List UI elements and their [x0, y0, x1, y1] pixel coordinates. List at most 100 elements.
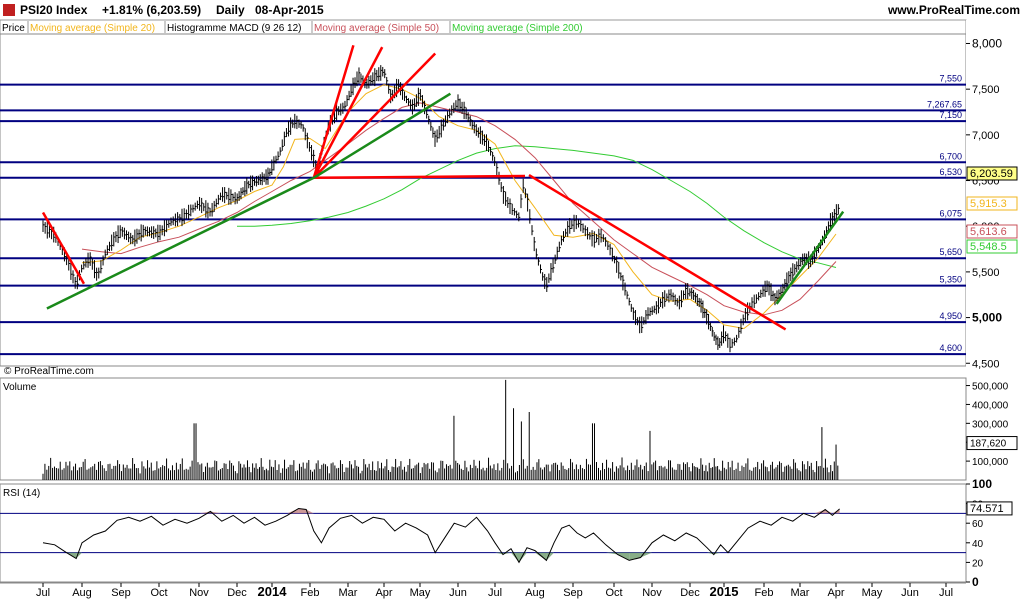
rsi-last-label: 74.571	[970, 503, 1004, 515]
x-tick-label-15: Oct	[605, 587, 622, 599]
x-tick-label-10: May	[410, 587, 431, 599]
value-marker-label-ma20: 5,915.3	[970, 198, 1007, 210]
price-panel: 8,0007,5007,0006,5006,0005,5005,0004,500…	[0, 20, 1024, 600]
rsi-line	[42, 507, 840, 564]
rsi-oversold-fill	[546, 552, 554, 561]
price-tick-label-5: 5,500	[972, 267, 1000, 279]
price-tick-label-1: 7,500	[972, 84, 1000, 96]
rsi-oversold-fill	[629, 552, 641, 561]
volume-tick-label-2: 300,000	[972, 419, 1009, 430]
rsi-overbought-fill	[287, 508, 299, 514]
indicator-legend: Price Moving average (Simple 20) Histogram…	[0, 19, 967, 35]
red-trend-line-2	[312, 46, 384, 179]
website-label[interactable]: www.ProRealTime.com	[887, 3, 1020, 17]
level-label-8: 4,950	[939, 311, 962, 321]
level-label-5: 6,075	[939, 208, 962, 218]
x-tick-label-12: Jul	[488, 587, 502, 599]
rsi-overbought-fill	[210, 511, 222, 514]
x-tick-label-7: Feb	[301, 587, 320, 599]
x-axis: Jul Aug Sep Oct Nov Dec 2014 Feb Mar Apr May Jun Jul…	[0, 582, 966, 599]
price-tick-label-0: 8,000	[972, 36, 1002, 50]
trend-lines	[41, 44, 845, 331]
logo-icon	[3, 4, 15, 16]
level-label-2: 7,150	[939, 110, 962, 120]
volume-frame	[0, 377, 967, 481]
legend-item-0: Price	[2, 23, 25, 34]
price-frame	[0, 33, 967, 367]
x-tick-label-14: Sep	[563, 587, 583, 599]
level-label-4: 6,530	[939, 167, 962, 177]
green-trend-line-2	[775, 210, 845, 305]
rsi-oversold-fill	[713, 552, 721, 555]
rsi-tick-label-3: 40	[972, 539, 984, 550]
x-tick-label-3: Oct	[150, 587, 167, 599]
value-marker-label-price: 6,203.59	[970, 168, 1013, 180]
x-tick-label-21: Apr	[827, 587, 844, 599]
price-change: +1.81% (6,203.59)	[102, 3, 201, 17]
x-tick-label-16: Nov	[642, 587, 662, 599]
x-tick-label-5: Dec	[227, 587, 247, 599]
rsi-tick-label-0: 100	[972, 477, 992, 491]
header-bar: PSI20 Index +1.81% (6,203.59) Daily 08-A…	[0, 0, 1024, 20]
x-tick-label-9: Apr	[375, 587, 392, 599]
value-marker-label-ma200: 5,548.5	[970, 241, 1007, 253]
x-tick-label-6: 2014	[258, 584, 288, 599]
x-tick-label-4: Nov	[189, 587, 209, 599]
level-label-1: 7,267.65	[927, 99, 962, 109]
volume-tick-label-0: 500,000	[972, 382, 1009, 393]
x-tick-label-17: Dec	[680, 587, 700, 599]
legend-item-3: Moving average (Simple 50)	[314, 23, 439, 34]
level-label-7: 5,350	[939, 275, 962, 285]
rsi-oversold-fill	[495, 552, 503, 555]
rsi-tick-label-5: 0	[972, 575, 979, 589]
period-label: Daily	[216, 3, 245, 17]
red-trend-line-1	[312, 44, 355, 179]
x-tick-label-20: Mar	[791, 587, 810, 599]
instrument-title: PSI20 Index	[20, 3, 88, 17]
legend-item-1: Moving average (Simple 20)	[30, 23, 155, 34]
ma200-line	[237, 145, 837, 268]
x-tick-label-11: Jun	[449, 587, 467, 599]
level-label-3: 6,700	[939, 151, 962, 161]
volume-last-marker	[966, 436, 1018, 451]
legend-item-2: Histogramme MACD (9 26 12)	[167, 23, 301, 34]
red-trend-line-0	[41, 211, 86, 285]
value-marker-price	[966, 166, 1018, 181]
rsi-oversold-fill	[519, 552, 527, 563]
x-tick-label-1: Aug	[72, 587, 92, 599]
level-label-0: 7,550	[939, 74, 962, 84]
value-marker-label-ma50: 5,613.6	[970, 226, 1007, 238]
rsi-tick-label-4: 20	[972, 558, 984, 569]
date-label: 08-Apr-2015	[255, 3, 324, 17]
x-tick-label-0: Jul	[36, 587, 50, 599]
rsi-title: RSI (14)	[3, 488, 40, 499]
x-tick-label-22: May	[862, 587, 883, 599]
rsi-oversold-fill	[605, 552, 618, 555]
price-tick-label-6: 5,000	[972, 311, 1002, 325]
x-tick-label-23: Jun	[901, 587, 919, 599]
price-bars	[42, 65, 840, 353]
x-tick-label-8: Mar	[339, 587, 358, 599]
green-trend-line-0	[46, 176, 315, 310]
x-tick-label-18: 2015	[710, 584, 739, 599]
rsi-overbought-fill	[814, 509, 826, 514]
red-trend-line-5	[528, 173, 787, 331]
red-trend-line-4	[313, 174, 526, 180]
volume-bars	[42, 379, 839, 480]
rsi-last-marker	[966, 501, 1013, 516]
red-trend-line-3	[312, 52, 437, 179]
level-label-9: 4,600	[939, 343, 962, 353]
ma50-line	[81, 102, 837, 316]
value-marker-ma20	[966, 196, 1018, 211]
watermark: © ProRealTime.com	[4, 366, 94, 377]
legend-item-4: Moving average (Simple 200)	[452, 23, 583, 34]
volume-tick-label-1: 400,000	[972, 400, 1009, 411]
volume-panel: Volume500,000400,000300,000200,000100,00…	[0, 377, 1018, 481]
x-tick-label-2: Sep	[111, 587, 131, 599]
rsi-panel: RSI (14)10080604020074.571	[0, 477, 1013, 589]
x-tick-label-24: Jul	[939, 587, 953, 599]
price-tick-label-7: 4,500	[972, 358, 1000, 370]
volume-title: Volume	[3, 382, 37, 393]
price-tick-label-2: 7,000	[972, 130, 1000, 142]
